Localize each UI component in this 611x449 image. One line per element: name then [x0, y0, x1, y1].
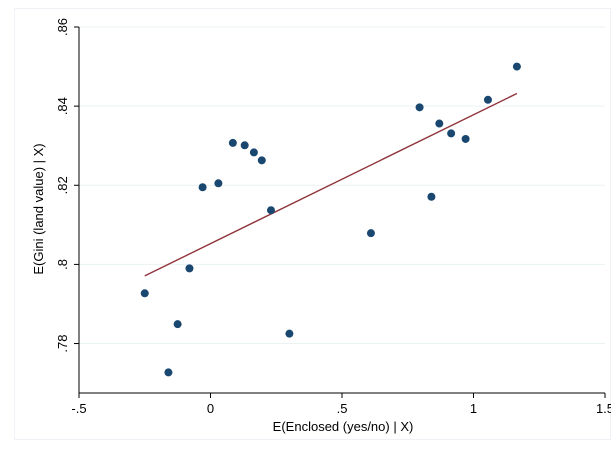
scatter-point: [164, 368, 173, 377]
scatter-point: [249, 148, 258, 157]
scatter-point: [266, 206, 275, 215]
scatter-point: [483, 95, 492, 104]
scatter-point: [140, 289, 149, 298]
x-tick-label: -.5: [71, 401, 86, 416]
scatter-point: [185, 264, 194, 273]
axes: .78 .8 .82 .84 .86 -.5 0 .5 1 1.5: [55, 18, 611, 416]
x-tick-label: 1: [470, 401, 477, 416]
scatter-point: [461, 134, 470, 143]
x-tick-label: 1.5: [596, 401, 611, 416]
y-tick-label: .78: [55, 335, 70, 353]
x-axis-label: E(Enclosed (yes/no) | X): [273, 419, 414, 434]
scatter-point: [435, 119, 444, 128]
y-tick-label: .86: [55, 18, 70, 36]
scatter-point: [198, 183, 207, 192]
scatter-point: [285, 329, 294, 338]
x-tick-label: .5: [337, 401, 348, 416]
y-tick-label: .82: [55, 176, 70, 194]
plot-region-background: .78 .8 .82 .84 .86 -.5 0 .5 1 1.5 E(Enclosed (yes…: [14, 8, 611, 440]
scatter-point: [415, 103, 424, 112]
y-tick-label: .84: [55, 97, 70, 115]
scatter-chart: .78 .8 .82 .84 .86 -.5 0 .5 1 1.5 E(Enclosed (yes…: [31, 18, 611, 434]
grid-lines: [79, 26, 605, 345]
scatter-point: [257, 156, 266, 165]
fit-line-group: [144, 92, 518, 277]
scatter-point: [512, 62, 521, 71]
scatter-point: [214, 179, 223, 188]
y-axis-label: E(Gini (land value) | X): [31, 143, 46, 274]
scatter-point: [228, 138, 237, 147]
scatter-point: [173, 320, 182, 329]
scatter-point: [427, 192, 436, 201]
scatter-point: [447, 129, 456, 138]
y-tick-label: .8: [55, 259, 70, 270]
x-tick-label: 0: [207, 401, 214, 416]
fit-line: [144, 92, 518, 277]
scatter-point: [240, 141, 249, 150]
scatter-point: [366, 229, 375, 238]
data-points: [140, 62, 521, 377]
